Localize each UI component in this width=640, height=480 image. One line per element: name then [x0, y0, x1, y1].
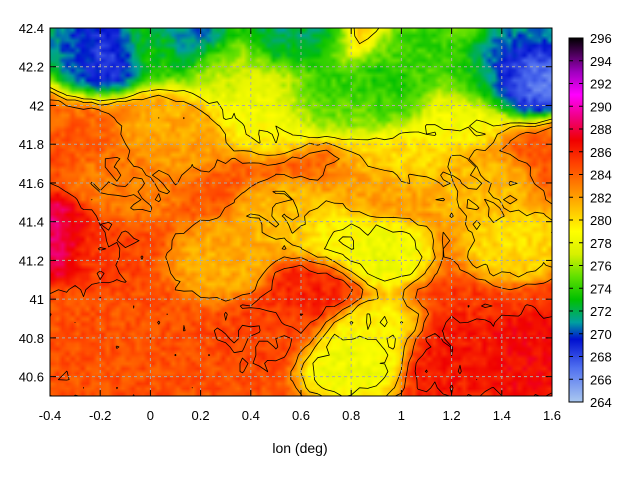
y-tick-label: 42	[30, 98, 44, 113]
colorbar-ticks: 264 266 268 270 272 274 276 278 280 282 284 286 288 2…	[569, 31, 612, 410]
x-tick-label: 1.4	[493, 408, 511, 423]
colorbar-tick-label: 282	[590, 190, 612, 205]
x-tick-label: -0.2	[89, 408, 111, 423]
x-tick-label: 0.2	[192, 408, 210, 423]
colorbar-tick-label: 284	[590, 168, 612, 183]
x-tick-label: 0	[147, 408, 154, 423]
colorbar-tick-label: 288	[590, 122, 612, 137]
colorbar-tick-label: 266	[590, 372, 612, 387]
x-tick-label: 1.6	[543, 408, 561, 423]
y-tick-label: 40.6	[19, 370, 44, 385]
x-tick-label: 0.8	[342, 408, 360, 423]
x-tick-label: 0.6	[292, 408, 310, 423]
x-tick-label: 1.2	[443, 408, 461, 423]
y-tick-label: 41.8	[19, 137, 44, 152]
y-tick-label: 40.8	[19, 331, 44, 346]
colorbar: 264 266 268 270 272 274 276 278 280 282 284 286 288 2…	[568, 31, 612, 410]
x-tick-label: 0.4	[242, 408, 260, 423]
colorbar-tick-label: 290	[590, 99, 612, 114]
x-tick-label: -0.4	[39, 408, 61, 423]
y-axis-ticks: 40.6 40.8 41 41.2 41.4 41.6 41.8 42 42.2 42.4	[19, 21, 552, 385]
contour-line	[50, 99, 552, 396]
colorbar-tick-label: 276	[590, 259, 612, 274]
colorbar-tick-label: 270	[590, 327, 612, 342]
y-tick-label: 41.6	[19, 176, 44, 191]
y-tick-label: 41	[30, 292, 44, 307]
grid-lines	[50, 28, 552, 396]
colorbar-tick-label: 296	[590, 31, 612, 46]
colorbar-tick-label: 272	[590, 304, 612, 319]
contour-line	[50, 91, 552, 396]
x-axis-ticks: -0.4 -0.2 0 0.2 0.4 0.6 0.8 1 1.2 1.4 1.6	[39, 28, 561, 423]
y-tick-label: 42.2	[19, 60, 44, 75]
colorbar-tick-label: 292	[590, 77, 612, 92]
y-tick-label: 42.4	[19, 21, 44, 36]
colorbar-tick-label: 278	[590, 236, 612, 251]
contour-lines	[50, 28, 552, 396]
colorbar-tick-label: 286	[590, 145, 612, 160]
colorbar-tick-label: 294	[590, 54, 612, 69]
colorbar-tick-label: 268	[590, 350, 612, 365]
colorbar-tick-label: 280	[590, 213, 612, 228]
y-tick-label: 41.2	[19, 253, 44, 268]
x-tick-label: 1	[398, 408, 405, 423]
colorbar-tick-label: 264	[590, 395, 612, 410]
colorbar-tick-label: 274	[590, 281, 612, 296]
x-axis-label: lon (deg)	[272, 440, 327, 456]
y-tick-label: 41.4	[19, 215, 44, 230]
contour-line	[50, 28, 552, 396]
